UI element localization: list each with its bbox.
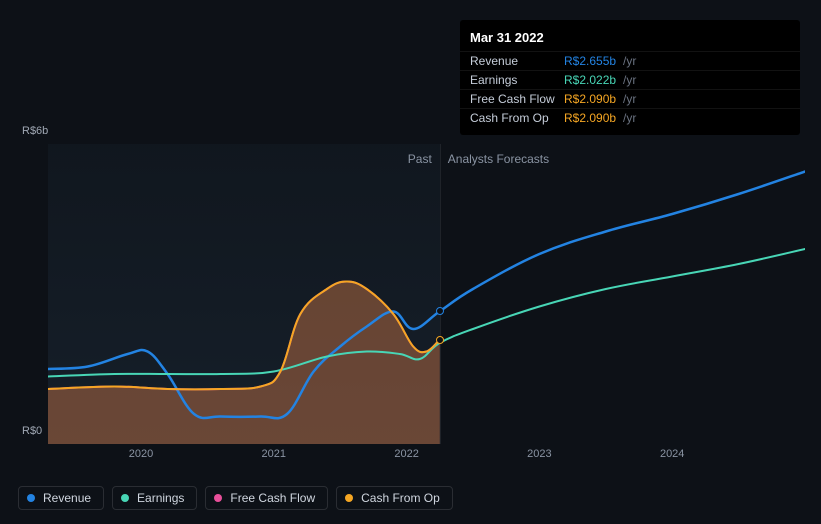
chart-svg [48,144,805,444]
legend-item-earnings[interactable]: Earnings [112,486,197,510]
tooltip-row: EarningsR$2.022b/yr [460,70,800,89]
y-axis-tick-min: R$0 [22,425,42,437]
tooltip-row-label: Revenue [470,54,564,68]
earnings-revenue-chart: R$6b R$0 Past Analysts Forecasts 2020202… [16,0,805,524]
y-axis-tick-max: R$6b [22,125,48,137]
legend-dot-icon [27,494,35,502]
x-axis-tick: 2023 [527,448,551,460]
x-axis: 2020 2021 2022 2023 2024 [48,448,805,468]
tooltip-row-value: R$2.090b [564,111,620,125]
chart-legend: Revenue Earnings Free Cash Flow Cash From O… [18,486,453,510]
x-axis-tick: 2022 [394,448,418,460]
legend-item-fcf[interactable]: Free Cash Flow [205,486,328,510]
x-axis-tick: 2024 [660,448,684,460]
cashop-fill [48,282,440,445]
legend-label: Revenue [43,491,91,505]
tooltip-row-label: Free Cash Flow [470,92,564,106]
legend-item-cashop[interactable]: Cash From Op [336,486,453,510]
tooltip-row: Free Cash FlowR$2.090b/yr [460,89,800,108]
tooltip-row: RevenueR$2.655b/yr [460,51,800,70]
tooltip-row-unit: /yr [623,111,636,125]
tooltip-row-label: Cash From Op [470,111,564,125]
tooltip-row-unit: /yr [623,73,636,87]
legend-label: Earnings [137,491,184,505]
legend-dot-icon [121,494,129,502]
x-axis-tick: 2021 [262,448,286,460]
plot-area[interactable]: Past Analysts Forecasts [48,144,805,444]
tooltip-row: Cash From OpR$2.090b/yr [460,108,800,127]
legend-dot-icon [345,494,353,502]
legend-label: Cash From Op [361,491,440,505]
tooltip-row-unit: /yr [623,92,636,106]
tooltip-row-label: Earnings [470,73,564,87]
legend-item-revenue[interactable]: Revenue [18,486,104,510]
tooltip-row-value: R$2.090b [564,92,620,106]
tooltip-date: Mar 31 2022 [460,28,800,51]
revenue-marker [436,307,444,315]
tooltip-row-value: R$2.655b [564,54,620,68]
tooltip-row-value: R$2.022b [564,73,620,87]
legend-label: Free Cash Flow [230,491,315,505]
cashop-marker [436,336,444,344]
tooltip-row-unit: /yr [623,54,636,68]
chart-tooltip: Mar 31 2022 RevenueR$2.655b/yrEarningsR$… [460,20,800,135]
legend-dot-icon [214,494,222,502]
x-axis-tick: 2020 [129,448,153,460]
